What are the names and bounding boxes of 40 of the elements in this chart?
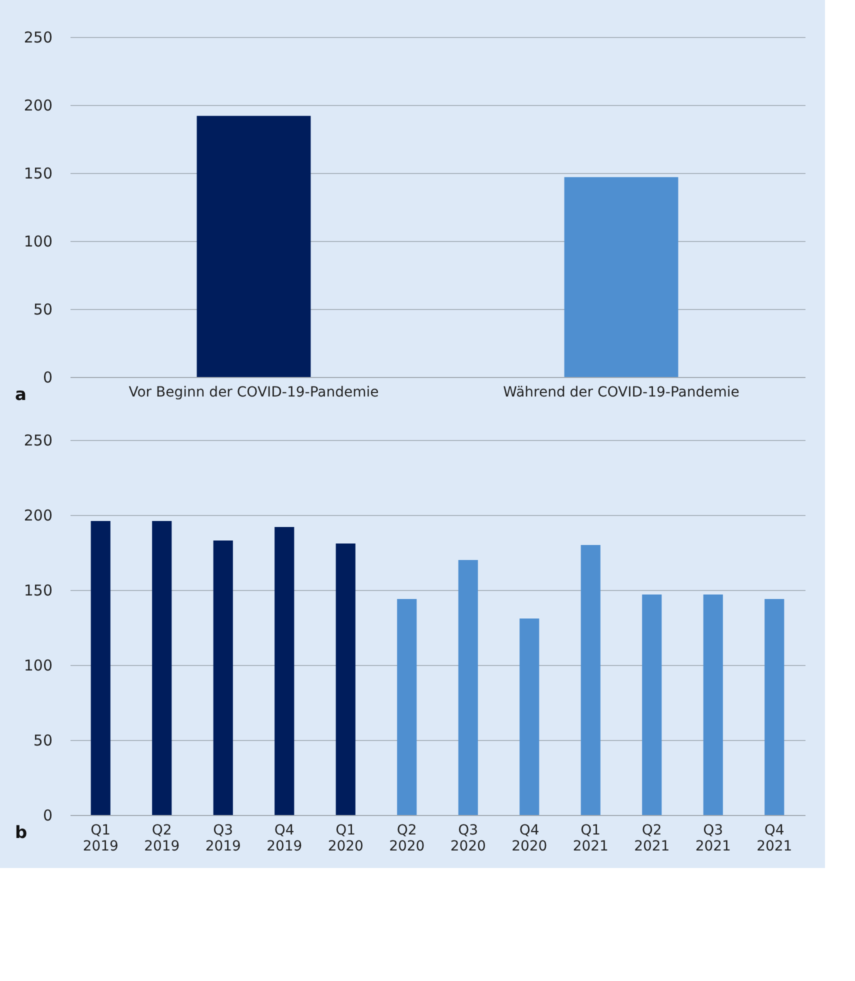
bar <box>213 540 233 815</box>
y-tick-label: 0 <box>42 806 52 824</box>
x-tick-label: Q4 2019 <box>266 822 302 854</box>
y-tick-label: 50 <box>33 300 52 318</box>
bar <box>397 599 417 815</box>
bar <box>580 545 600 815</box>
x-tick-label: Während der COVID-19-Pandemie <box>503 384 740 400</box>
bar <box>90 521 110 815</box>
x-tick-label: Q3 2019 <box>205 822 241 854</box>
y-tick-label: 150 <box>24 164 52 182</box>
bar <box>520 618 540 815</box>
text: a <box>15 385 26 405</box>
bar <box>336 544 356 815</box>
y-tick-label: 250 <box>24 28 52 46</box>
bar <box>152 521 172 815</box>
bar <box>458 560 478 815</box>
x-tick-label: Q1 2020 <box>328 822 364 854</box>
text: b <box>15 823 28 843</box>
y-tick-label: 250 <box>24 432 52 450</box>
y-tick-label: 200 <box>24 96 52 114</box>
bar <box>703 594 723 815</box>
x-tick-label: Q3 2021 <box>695 822 731 854</box>
x-tick-label: Q1 2021 <box>572 822 608 854</box>
y-tick-label: 0 <box>42 368 52 386</box>
y-tick-label: 200 <box>24 506 52 524</box>
y-tick-label: 100 <box>24 232 52 250</box>
y-tick-label: 100 <box>24 656 52 674</box>
x-tick-label: Q1 2019 <box>82 822 118 854</box>
bar <box>764 599 784 815</box>
x-tick-label: Q2 2020 <box>389 822 425 854</box>
y-tick-label: 150 <box>24 582 52 600</box>
x-tick-label: Vor Beginn der COVID-19-Pandemie <box>128 384 379 400</box>
x-tick-label: Q3 2020 <box>450 822 486 854</box>
x-tick-label: Q2 2019 <box>144 822 180 854</box>
bar <box>642 594 662 815</box>
bar <box>274 527 294 815</box>
x-tick-label: Q4 2020 <box>512 822 548 854</box>
y-tick-label: 50 <box>33 732 52 750</box>
x-tick-label: Q2 2021 <box>634 822 670 854</box>
x-tick-label: Q4 2021 <box>756 822 792 854</box>
